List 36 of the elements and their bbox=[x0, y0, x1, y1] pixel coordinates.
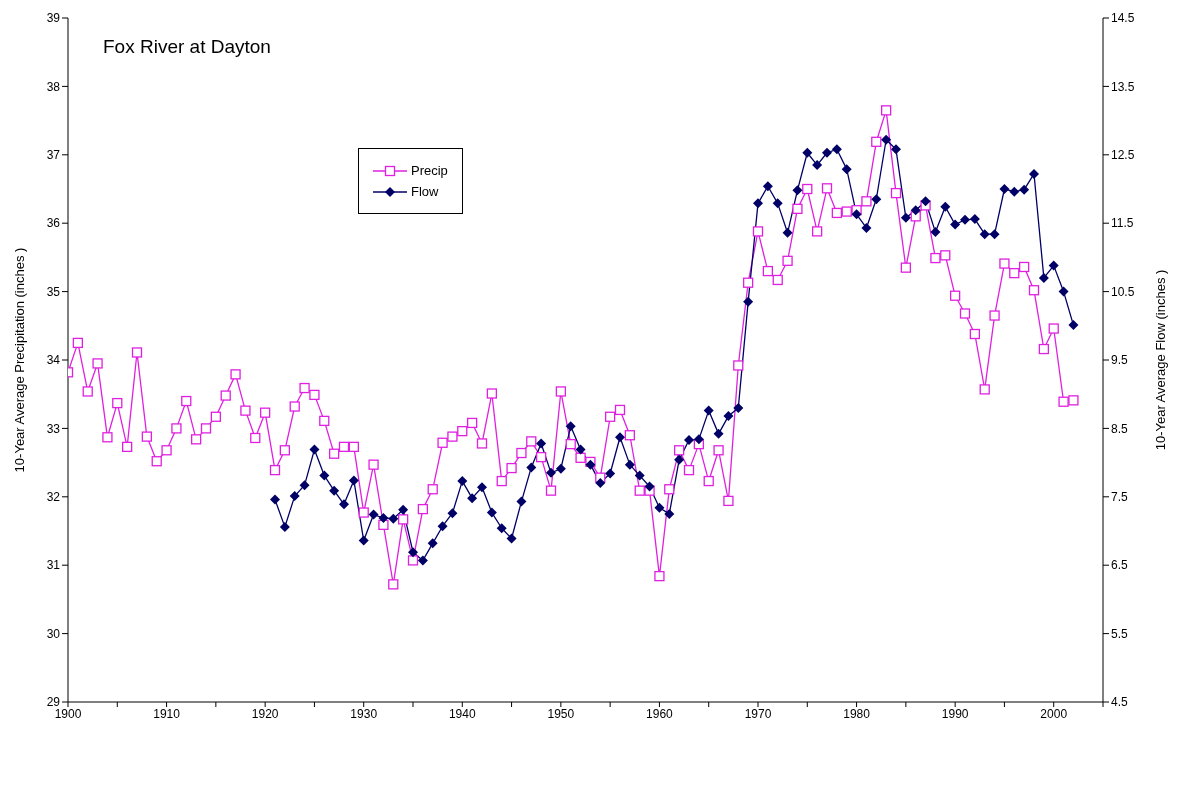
x-tick-label: 1940 bbox=[448, 706, 476, 721]
x-tick-label: 2000 bbox=[1040, 706, 1068, 721]
y2-tick-label: 9.5 bbox=[1111, 353, 1129, 368]
y-tick-label: 38 bbox=[46, 79, 61, 94]
y-tick-label: 31 bbox=[46, 558, 61, 573]
y2-tick-label: 7.5 bbox=[1111, 490, 1129, 505]
y2-axis-title: 10-Year Average Flow (inches ) bbox=[1152, 269, 1168, 451]
x-tick-label: 1950 bbox=[547, 706, 575, 721]
y-tick-label: 37 bbox=[46, 148, 61, 163]
y-tick-label: 35 bbox=[46, 284, 61, 299]
y2-tick-label: 12.5 bbox=[1111, 148, 1135, 163]
y-tick-label: 39 bbox=[46, 11, 61, 26]
y2-tick-label: 5.5 bbox=[1111, 626, 1129, 641]
y2-tick-label: 11.5 bbox=[1111, 216, 1134, 231]
y2-tick-label: 13.5 bbox=[1111, 79, 1135, 94]
y-tick-label: 32 bbox=[46, 490, 61, 505]
y-tick-label: 36 bbox=[46, 216, 61, 231]
y-axis-title: 10-Year Average Precipitation (inches ) bbox=[11, 247, 27, 473]
x-tick-label: 1930 bbox=[350, 706, 378, 721]
y-tick-label: 30 bbox=[46, 626, 61, 641]
text: Fox River at Dayton bbox=[103, 36, 271, 58]
y2-tick-label: 8.5 bbox=[1111, 421, 1129, 436]
x-tick-label: 1990 bbox=[941, 706, 969, 721]
y2-tick-label: 10.5 bbox=[1111, 284, 1135, 299]
x-tick-label: 1920 bbox=[251, 706, 279, 721]
x-tick-label: 1960 bbox=[646, 706, 674, 721]
y2-tick-label: 4.5 bbox=[1111, 695, 1129, 710]
legend-label: Precip bbox=[411, 163, 448, 178]
y-tick-label: 34 bbox=[46, 353, 61, 368]
y-tick-label: 33 bbox=[46, 421, 61, 436]
legend-label: Flow bbox=[411, 184, 439, 199]
y2-tick-label: 6.5 bbox=[1111, 558, 1129, 573]
x-tick-label: 1910 bbox=[153, 706, 181, 721]
y2-tick-label: 14.5 bbox=[1111, 11, 1135, 26]
x-tick-label: 1980 bbox=[843, 706, 871, 721]
x-tick-label: 1970 bbox=[744, 706, 772, 721]
